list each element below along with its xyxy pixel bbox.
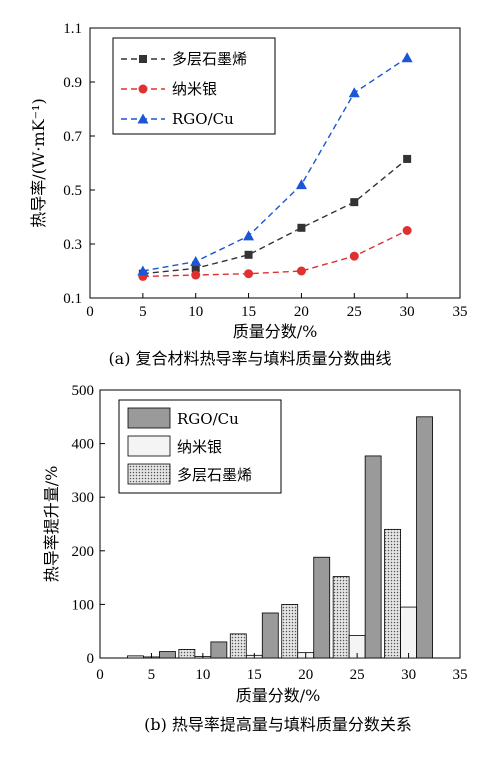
data-point	[137, 265, 149, 276]
x-tick-label: 35	[453, 304, 468, 320]
legend-swatch	[127, 435, 171, 457]
y-tick-label: 300	[72, 490, 95, 506]
data-point	[295, 179, 307, 190]
x-axis-label: 质量分数/%	[233, 322, 318, 341]
data-point	[243, 230, 255, 241]
data-point	[403, 154, 412, 163]
x-tick-label: 10	[188, 304, 203, 320]
legend-label: 多层石墨烯	[177, 466, 252, 484]
bar	[159, 651, 176, 659]
bar-chart: 0 5 10 15 20 25 30 35 0 100 200 300 400 500 RGO/Cu 纳米银…	[42, 383, 468, 734]
x-tick-label: 25	[350, 667, 365, 683]
y-tick-label: 1.1	[63, 21, 82, 37]
bar	[416, 416, 433, 659]
legend-label: 纳米银	[177, 438, 222, 456]
data-point	[190, 256, 202, 267]
y-tick-label: 0.5	[63, 183, 82, 199]
legend-swatch	[127, 463, 171, 485]
y-tick-label: 0	[87, 651, 95, 667]
legend-label: RGO/Cu	[177, 410, 239, 428]
data-point	[350, 198, 359, 207]
bar	[261, 612, 279, 659]
caption-a: (a) 复合材料热导率与填料质量分数曲线	[108, 349, 391, 368]
data-point	[349, 251, 359, 261]
x-tick-label: 20	[298, 667, 313, 683]
y-tick-label: 400	[72, 437, 95, 453]
x-tick-label: 15	[247, 667, 262, 683]
y-tick-label: 0.7	[63, 129, 82, 145]
bar	[229, 633, 247, 659]
x-tick-label: 10	[195, 667, 210, 683]
y-axis-label: 热导率提升量/%	[42, 466, 61, 583]
legend-marker	[137, 113, 149, 124]
legend-marker	[138, 84, 148, 94]
x-tick-label: 5	[148, 667, 156, 683]
y-tick-label: 500	[72, 383, 95, 399]
series-line-1	[142, 229, 408, 278]
y-tick-label: 0.9	[63, 75, 82, 91]
plot-frame	[89, 27, 461, 299]
plot-frame	[99, 389, 461, 659]
y-tick-label: 100	[72, 597, 95, 613]
data-point	[402, 226, 412, 235]
y-axis-label: 热导率/(W·mK⁻¹)	[29, 98, 48, 227]
bar	[332, 576, 350, 659]
bar	[313, 556, 331, 659]
x-tick-label: 5	[139, 304, 147, 320]
y-tick-label: 0.1	[63, 291, 82, 307]
x-tick-label: 30	[401, 667, 416, 683]
bar	[210, 641, 228, 659]
x-tick-label: 30	[400, 304, 415, 320]
x-axis-label: 质量分数/%	[236, 686, 321, 705]
data-point	[401, 52, 413, 63]
legend-label: RGO/Cu	[172, 110, 234, 128]
bar	[364, 455, 382, 659]
bar	[281, 604, 299, 659]
data-point	[348, 87, 360, 98]
data-point	[244, 269, 254, 279]
legend-label: 多层石墨烯	[172, 50, 247, 68]
x-tick-label: 0	[96, 667, 104, 683]
data-point	[191, 270, 201, 280]
bar	[400, 606, 417, 659]
series-line-0	[142, 158, 408, 275]
bar	[178, 649, 196, 659]
series-line-2	[142, 57, 408, 272]
data-point	[244, 250, 253, 259]
y-tick-label: 0.3	[63, 237, 82, 253]
caption-b: (b) 热导率提高量与填料质量分数关系	[144, 715, 412, 734]
line-chart: 0 5 10 15 20 25 30 35 0.1 0.3 0.5 0.7 0.9 1.1 多层石墨烯纳米…	[29, 21, 468, 368]
x-tick-label: 20	[294, 304, 309, 320]
x-tick-label: 0	[86, 304, 94, 320]
legend-swatch	[127, 407, 171, 429]
data-point	[296, 266, 306, 276]
y-tick-label: 200	[72, 544, 95, 560]
data-point	[191, 264, 200, 273]
data-point	[297, 223, 306, 232]
bar	[127, 655, 144, 659]
legend-label: 纳米银	[172, 80, 217, 98]
x-tick-label: 15	[241, 304, 256, 320]
legend-marker	[139, 55, 147, 63]
x-tick-label: 35	[453, 667, 468, 683]
bar	[384, 528, 401, 659]
x-tick-label: 25	[347, 304, 362, 320]
